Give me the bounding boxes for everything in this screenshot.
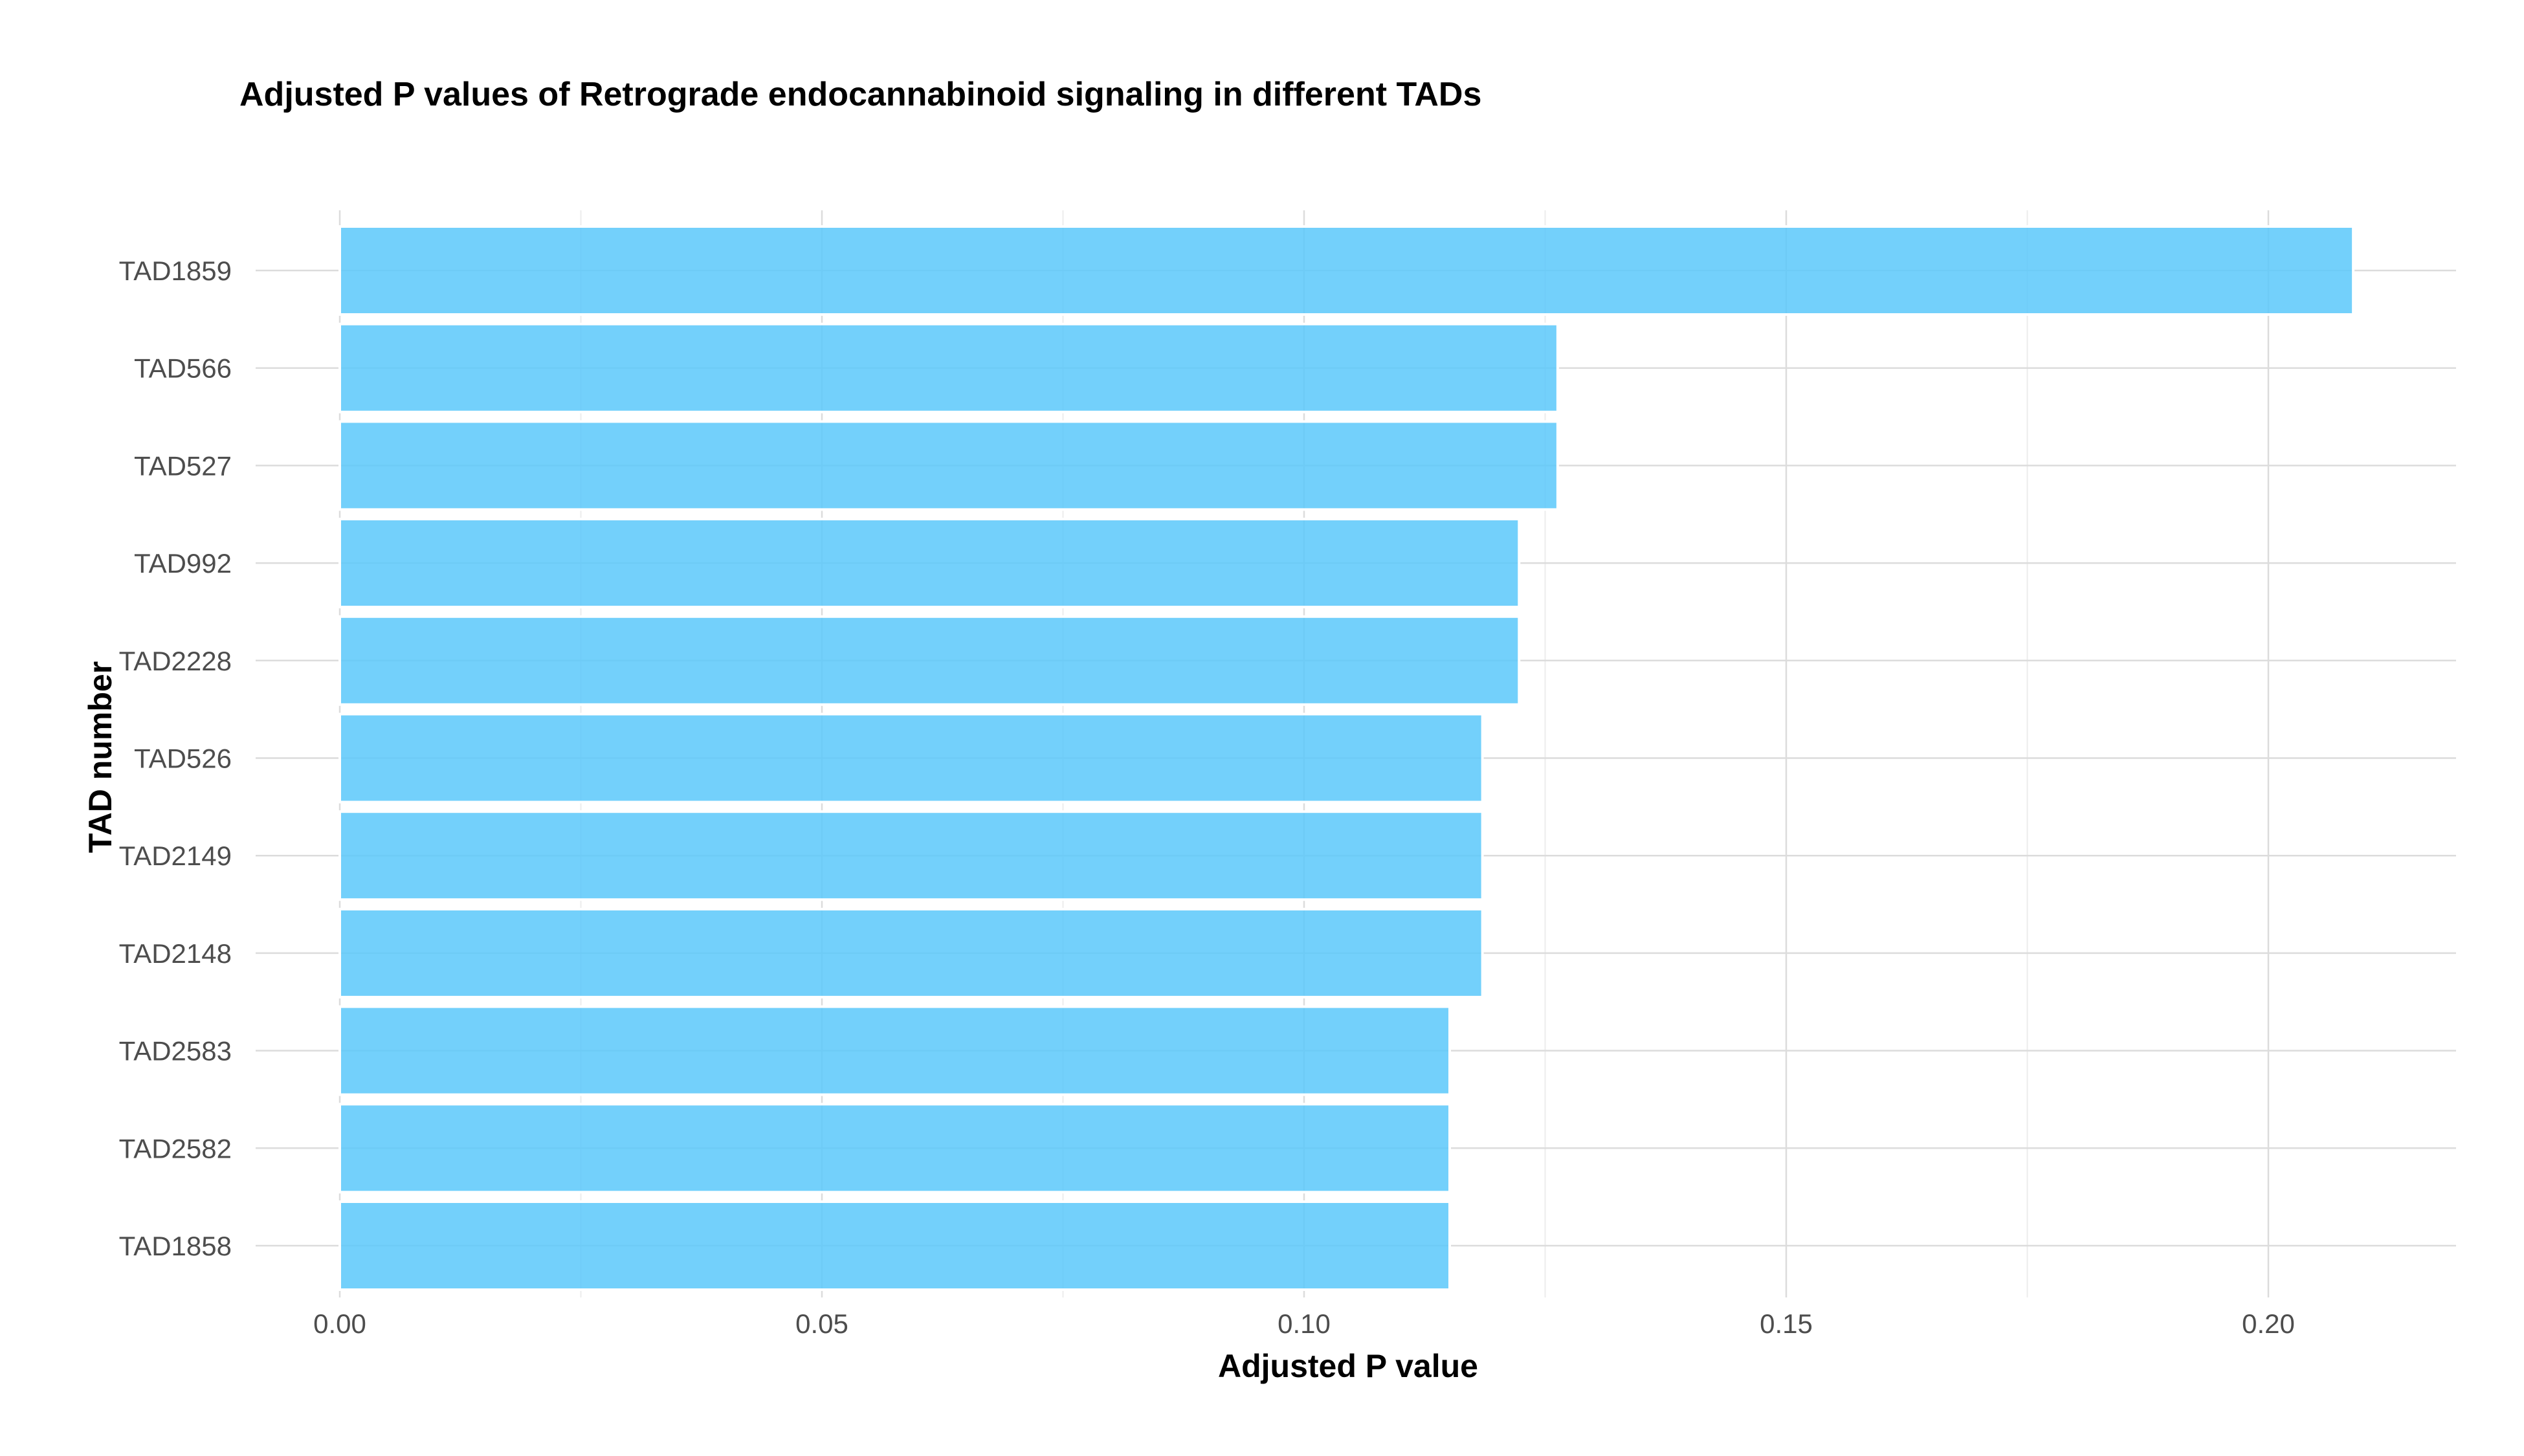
bar-tad527 bbox=[338, 420, 1559, 511]
y-tick-label: TAD2583 bbox=[119, 1036, 232, 1066]
y-tick-label: TAD2148 bbox=[119, 938, 232, 969]
bar-tad2228 bbox=[338, 615, 1521, 706]
chart-title: Adjusted P values of Retrograde endocann… bbox=[239, 76, 1481, 113]
bars-layer bbox=[338, 225, 2355, 1291]
bar-tad992 bbox=[338, 518, 1521, 609]
y-tick-label: TAD1858 bbox=[119, 1231, 232, 1261]
x-tick-label: 0.00 bbox=[313, 1308, 366, 1339]
x-tick-label: 0.10 bbox=[1278, 1308, 1331, 1339]
x-tick-label: 0.15 bbox=[1760, 1308, 1813, 1339]
y-tick-label: TAD566 bbox=[134, 353, 232, 384]
bar-tad1858 bbox=[338, 1200, 1451, 1291]
y-tick-label: TAD1859 bbox=[119, 256, 232, 286]
y-tick-label: TAD2149 bbox=[119, 841, 232, 871]
bar-tad566 bbox=[338, 322, 1559, 414]
y-axis-title: TAD number bbox=[82, 661, 118, 853]
y-tick-label: TAD2582 bbox=[119, 1133, 232, 1164]
bar-tad1859 bbox=[338, 225, 2355, 316]
bar-tad2583 bbox=[338, 1005, 1451, 1096]
y-tick-label: TAD526 bbox=[134, 744, 232, 774]
bar-tad526 bbox=[338, 712, 1484, 804]
x-tick-labels: 0.00 0.05 0.10 0.15 0.20 bbox=[313, 1308, 2295, 1339]
x-axis-title: Adjusted P value bbox=[1218, 1348, 1478, 1384]
y-tick-labels: TAD1859 TAD566 TAD527 TAD992 TAD2228 TAD526 TA… bbox=[119, 256, 232, 1261]
y-tick-label: TAD2228 bbox=[119, 646, 232, 676]
bar-tad2148 bbox=[338, 907, 1484, 998]
bar-tad2582 bbox=[338, 1103, 1451, 1194]
y-tick-label: TAD992 bbox=[134, 548, 232, 579]
x-tick-label: 0.05 bbox=[795, 1308, 848, 1339]
bar-tad2149 bbox=[338, 810, 1484, 901]
y-tick-label: TAD527 bbox=[134, 450, 232, 481]
x-tick-label: 0.20 bbox=[2242, 1308, 2295, 1339]
